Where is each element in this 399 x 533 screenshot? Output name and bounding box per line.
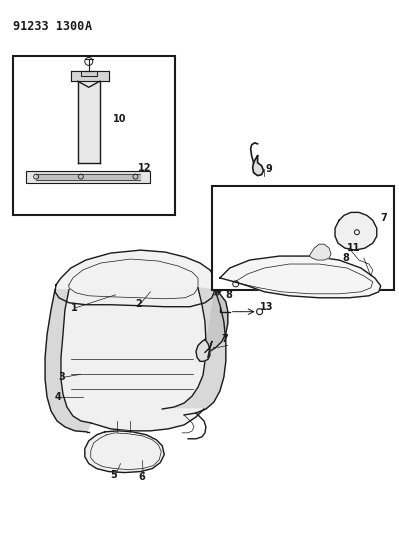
Bar xyxy=(26,171,150,183)
Polygon shape xyxy=(81,71,97,76)
Polygon shape xyxy=(309,244,331,260)
Polygon shape xyxy=(196,340,210,361)
Polygon shape xyxy=(205,290,228,352)
Polygon shape xyxy=(85,431,164,473)
Polygon shape xyxy=(55,250,215,306)
Text: 91233 1300: 91233 1300 xyxy=(13,20,85,33)
Text: 2: 2 xyxy=(135,298,142,309)
Text: 7: 7 xyxy=(222,335,229,344)
Polygon shape xyxy=(220,256,381,298)
Text: 13: 13 xyxy=(260,302,273,312)
Bar xyxy=(212,185,394,290)
Text: 11: 11 xyxy=(347,243,360,253)
Text: 6: 6 xyxy=(138,472,145,481)
Text: 7: 7 xyxy=(381,213,387,223)
Text: 9: 9 xyxy=(266,164,272,174)
Polygon shape xyxy=(45,290,91,432)
Text: 1: 1 xyxy=(71,303,78,313)
Text: 8: 8 xyxy=(342,253,349,263)
Polygon shape xyxy=(78,82,100,163)
Text: 12: 12 xyxy=(138,163,152,173)
Text: 10: 10 xyxy=(113,114,126,124)
Polygon shape xyxy=(61,288,206,431)
Polygon shape xyxy=(335,212,377,250)
Polygon shape xyxy=(253,156,264,176)
Text: 8: 8 xyxy=(226,290,233,300)
Text: A: A xyxy=(85,20,92,33)
Text: 5: 5 xyxy=(111,470,117,480)
Polygon shape xyxy=(71,71,109,82)
Polygon shape xyxy=(36,174,140,180)
Polygon shape xyxy=(162,288,226,415)
Bar xyxy=(13,56,175,215)
Text: 4: 4 xyxy=(55,392,62,402)
Text: 3: 3 xyxy=(58,372,65,382)
